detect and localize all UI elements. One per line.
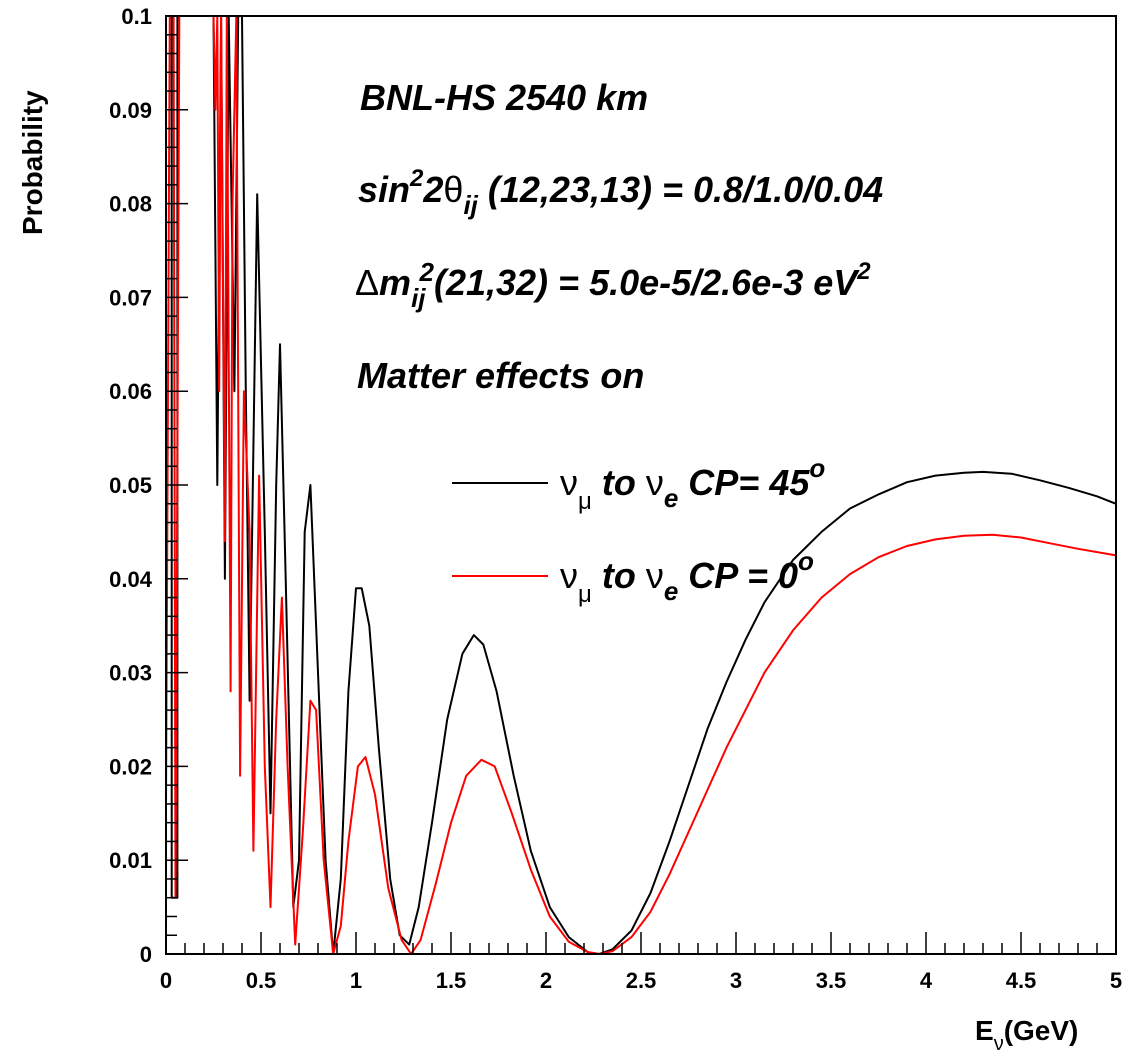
x-tick-label: 0.5 — [246, 968, 277, 993]
x-axis-title-unit: (GeV) — [1004, 1015, 1079, 1046]
ticks-layer: 0 0.5 1 1.5 2 2.5 3 3.5 4 4.5 5 0 0.01 0.02 0.03 0.04 0.… — [109, 4, 1122, 993]
annotation-experiment: BNL-HS 2540 km — [360, 77, 648, 118]
y-axis-title: Probability — [17, 90, 48, 235]
x-tick-label: 4.5 — [1006, 968, 1037, 993]
series-line-cp45 — [170, 15, 1117, 955]
x-tick-label: 5 — [1110, 968, 1122, 993]
x-tick-label: 1.5 — [436, 968, 467, 993]
y-tick-label: 0.09 — [109, 98, 152, 123]
annotation-mixing-angles: sin22θij (12,23,13) = 0.8/1.0/0.04 — [358, 165, 883, 220]
x-tick-label: 3.5 — [816, 968, 847, 993]
x-tick-label: 0 — [160, 968, 172, 993]
annotation-matter-effects: Matter effects on — [357, 355, 644, 396]
y-tick-label: 0.07 — [109, 285, 152, 310]
y-tick-label: 0.03 — [109, 661, 152, 686]
x-tick-label: 2.5 — [626, 968, 657, 993]
x-tick-label: 2 — [540, 968, 552, 993]
y-tick-label: 0.04 — [109, 567, 153, 592]
y-tick-label: 0.01 — [109, 848, 152, 873]
annotation-mass-splittings: Δmij2(21,32) = 5.0e-5/2.6e-3 eV2 — [355, 257, 871, 313]
y-tick-label: 0.1 — [121, 4, 152, 29]
y-tick-label: 0.06 — [109, 379, 152, 404]
y-tick-label: 0.05 — [109, 473, 152, 498]
x-tick-label: 3 — [730, 968, 742, 993]
y-tick-label: 0.08 — [109, 192, 152, 217]
y-tick-label: 0 — [140, 942, 152, 967]
y-tick-label: 0.02 — [109, 754, 152, 779]
x-axis-title-sub: ν — [994, 1033, 1004, 1055]
legend-entry-cp0: νμ to νe CP = 0o — [560, 546, 814, 608]
x-tick-label: 1 — [350, 968, 362, 993]
legend-entry-cp45: νμ to νe CP= 45o — [560, 453, 825, 515]
x-tick-label: 4 — [920, 968, 933, 993]
x-axis-title: Eν(GeV) — [975, 1015, 1078, 1055]
x-axis-title-main: E — [975, 1015, 994, 1046]
